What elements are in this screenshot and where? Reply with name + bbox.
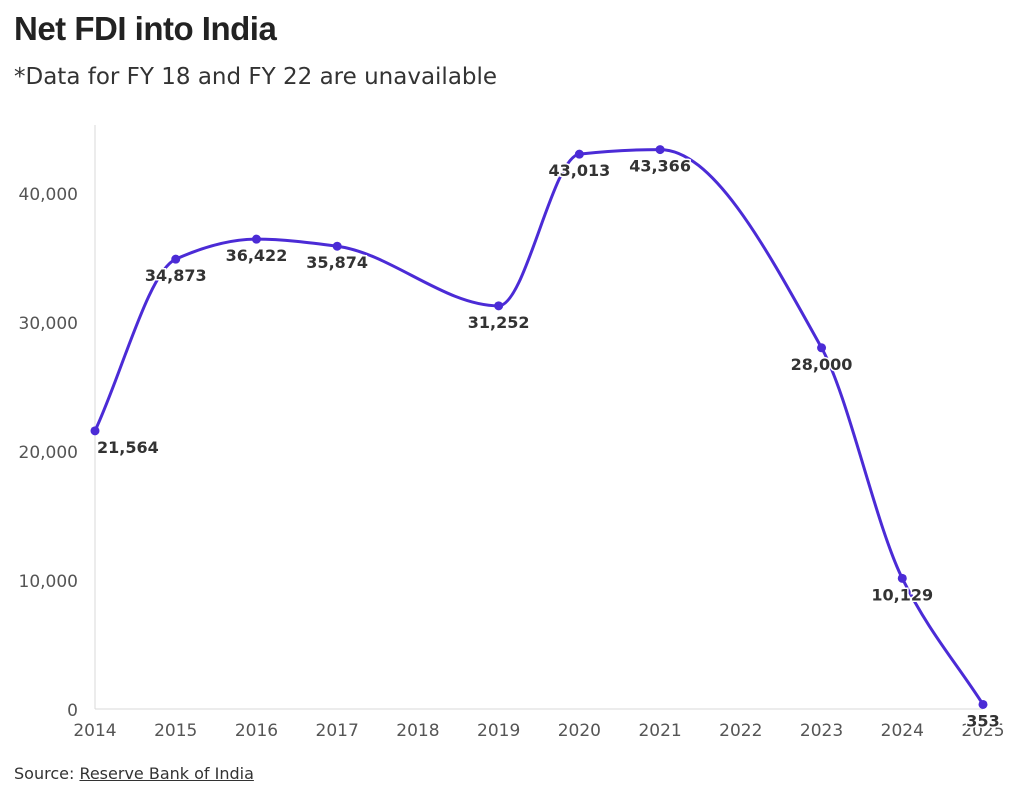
x-tick-label: 2025 [961,721,1004,741]
data-label: 43,366 [629,157,691,176]
y-tick-label: 10,000 [19,572,78,592]
data-point [251,234,261,244]
y-tick-label: 0 [67,701,78,721]
source-note: Source: Reserve Bank of India [14,764,254,783]
data-label: 21,564 [97,438,159,457]
x-tick-label: 2017 [316,721,359,741]
x-tick-label: 2018 [396,721,439,741]
y-tick-label: 30,000 [19,314,78,334]
data-point [978,699,988,709]
data-point [574,149,584,159]
source-link[interactable]: Reserve Bank of India [79,764,254,783]
data-label: 43,013 [548,161,610,180]
chart-title: Net FDI into India [14,10,277,47]
data-point [817,343,827,353]
data-label: 31,252 [468,313,530,332]
data-point [897,573,907,583]
data-label: 28,000 [791,355,853,374]
y-tick-label: 40,000 [19,185,78,205]
x-tick-label: 2022 [719,721,762,741]
data-label: 353 [966,711,999,730]
data-label: 10,129 [871,585,933,604]
x-tick-label: 2014 [73,721,116,741]
source-prefix: Source: [14,764,80,783]
data-label: 35,874 [306,253,368,272]
data-point [655,145,665,155]
data-label: 36,422 [226,246,288,265]
x-tick-label: 2021 [638,721,681,741]
y-tick-label: 20,000 [19,443,78,463]
x-tick-label: 2020 [558,721,601,741]
series-line [93,148,985,706]
x-tick-label: 2019 [477,721,520,741]
chart-subtitle: *Data for FY 18 and FY 22 are unavailabl… [14,64,498,90]
data-point [494,301,504,311]
x-tick-label: 2024 [881,721,924,741]
data-label: 34,873 [145,266,207,285]
data-point [171,254,181,264]
data-point [332,241,342,251]
x-tick-label: 2023 [800,721,843,741]
x-tick-label: 2015 [154,721,197,741]
data-point [90,426,100,436]
x-tick-label: 2016 [235,721,278,741]
